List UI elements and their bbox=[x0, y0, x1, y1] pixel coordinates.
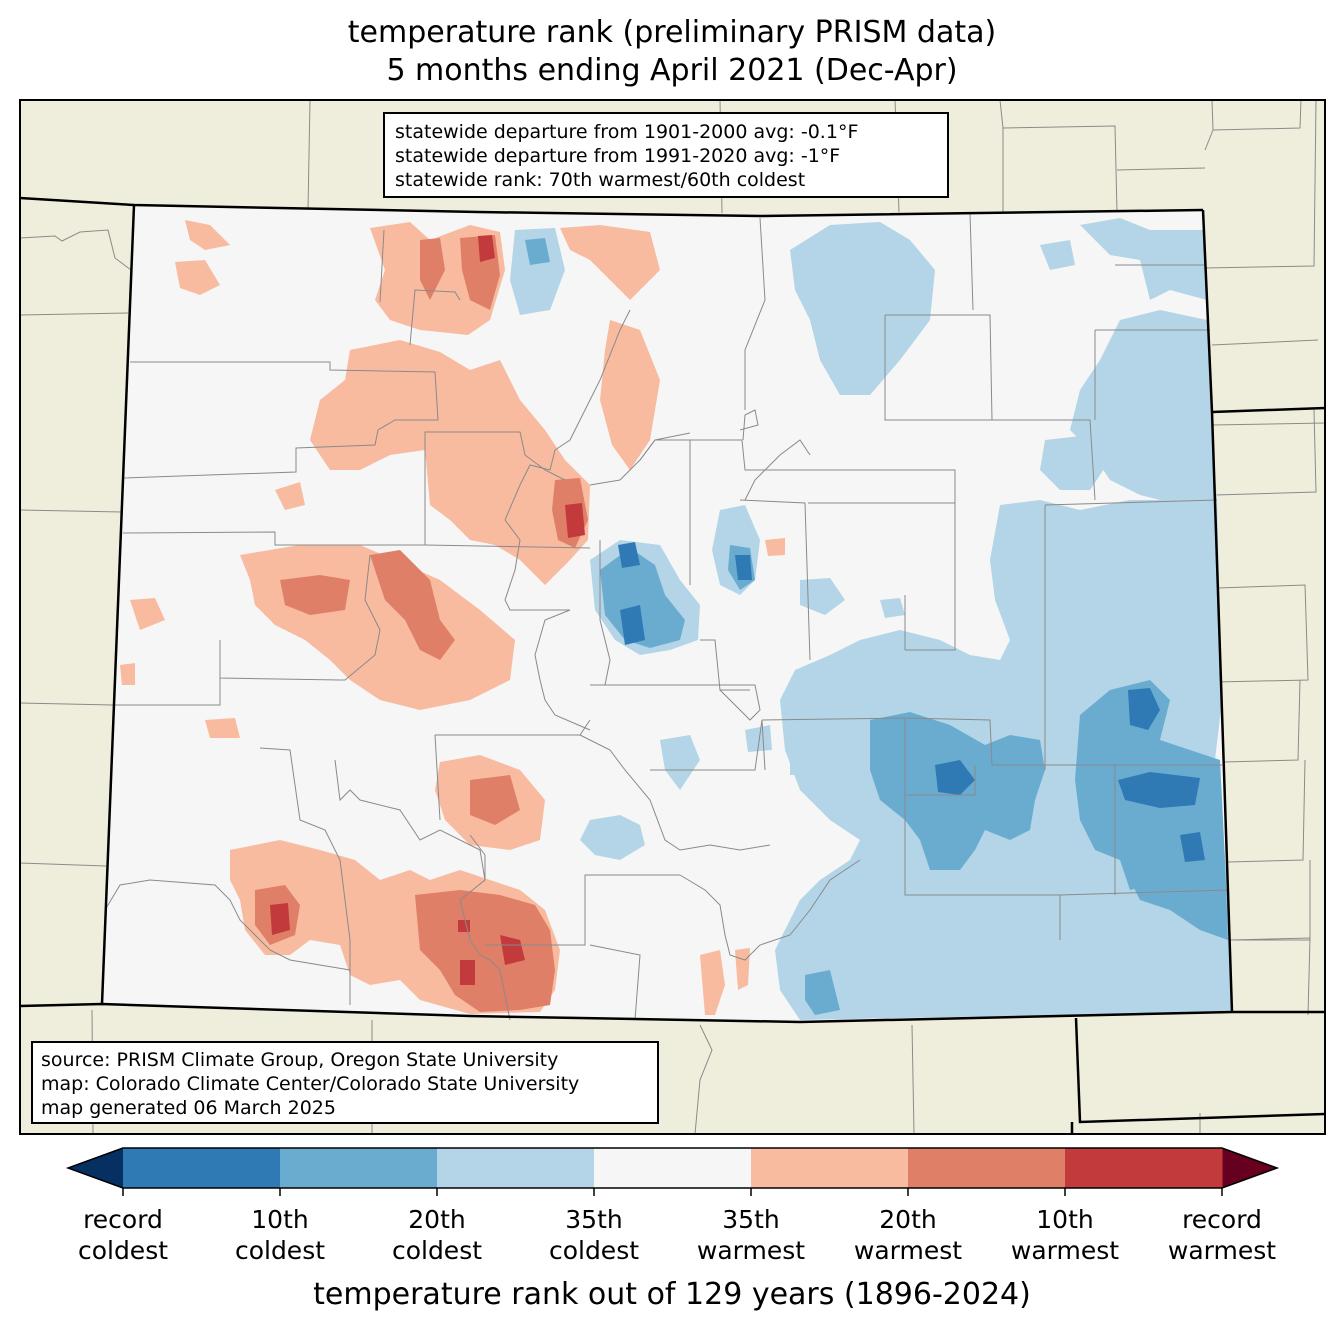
colorbar-under-triangle bbox=[68, 1148, 123, 1188]
source-line-2: map: Colorado Climate Center/Colorado St… bbox=[41, 1073, 580, 1095]
colorbar-segment bbox=[437, 1148, 595, 1188]
cold-10th-regions bbox=[618, 542, 1205, 862]
source-line-3: map generated 06 March 2025 bbox=[41, 1097, 336, 1119]
tick-label-line-2: coldest bbox=[234, 1236, 326, 1265]
tick-label-line-1: 35th bbox=[565, 1205, 623, 1234]
colorbar-title: temperature rank out of 129 years (1896-… bbox=[313, 1277, 1031, 1312]
tick-label-line-1: 20th bbox=[879, 1205, 937, 1234]
title-line-1: temperature rank (preliminary PRISM data… bbox=[347, 15, 997, 50]
stats-line-3: statewide rank: 70th warmest/60th coldes… bbox=[395, 169, 806, 191]
colorbar-segment bbox=[1065, 1148, 1223, 1188]
colorbar-tick-label: 35th coldest bbox=[509, 1204, 679, 1266]
tick-label-line-2: warmest bbox=[853, 1236, 963, 1265]
tick-label-line-2: coldest bbox=[548, 1236, 640, 1265]
colorbar bbox=[65, 1147, 1280, 1196]
colorbar-tick-label: record warmest bbox=[1137, 1204, 1307, 1266]
tick-label-line-2: coldest bbox=[77, 1236, 169, 1265]
statewide-stats-box: statewide departure from 1901-2000 avg: … bbox=[383, 112, 949, 198]
tick-label-line-1: 10th bbox=[251, 1205, 309, 1234]
colorbar-tick-label: 10th coldest bbox=[195, 1204, 365, 1266]
cold-20th-regions bbox=[525, 238, 1228, 1015]
colorbar-tick-label: 10th warmest bbox=[980, 1204, 1150, 1266]
colorbar-tick-label: 20th warmest bbox=[823, 1204, 993, 1266]
colorbar-segment bbox=[908, 1148, 1066, 1188]
state-boundaries bbox=[19, 196, 1326, 1134]
map-frame bbox=[19, 99, 1326, 1135]
neighbor-county-lines bbox=[19, 99, 1326, 1135]
county-boundaries bbox=[104, 212, 1229, 1021]
colorbar-tick-label: 35th warmest bbox=[666, 1204, 836, 1266]
colorbar-tick-label: 20th coldest bbox=[352, 1204, 522, 1266]
colorbar-over-triangle bbox=[1222, 1148, 1277, 1188]
tick-label-line-2: warmest bbox=[1010, 1236, 1120, 1265]
colorbar-segment bbox=[280, 1148, 438, 1188]
tick-label-line-1: 35th bbox=[722, 1205, 780, 1234]
tick-label-line-1: record bbox=[1182, 1205, 1262, 1234]
stats-line-1: statewide departure from 1901-2000 avg: … bbox=[395, 121, 859, 143]
tick-label-line-2: warmest bbox=[696, 1236, 806, 1265]
tick-label-line-1: 20th bbox=[408, 1205, 466, 1234]
title-line-2: 5 months ending April 2021 (Dec-Apr) bbox=[386, 53, 958, 88]
map-title: temperature rank (preliminary PRISM data… bbox=[0, 14, 1344, 90]
tick-label-line-1: 10th bbox=[1036, 1205, 1094, 1234]
colorbar-segment bbox=[751, 1148, 909, 1188]
tick-label-line-2: warmest bbox=[1167, 1236, 1277, 1265]
tick-label-line-1: record bbox=[83, 1205, 163, 1234]
colorbar-tick-label: record coldest bbox=[38, 1204, 208, 1266]
colorbar-segment bbox=[594, 1148, 752, 1188]
source-box: source: PRISM Climate Group, Oregon Stat… bbox=[31, 1041, 659, 1124]
stats-line-2: statewide departure from 1991-2020 avg: … bbox=[395, 145, 841, 167]
source-line-1: source: PRISM Climate Group, Oregon Stat… bbox=[41, 1049, 559, 1071]
warm-10th-regions bbox=[270, 235, 585, 985]
colorbar-segment bbox=[123, 1148, 281, 1188]
tick-label-line-2: coldest bbox=[391, 1236, 483, 1265]
